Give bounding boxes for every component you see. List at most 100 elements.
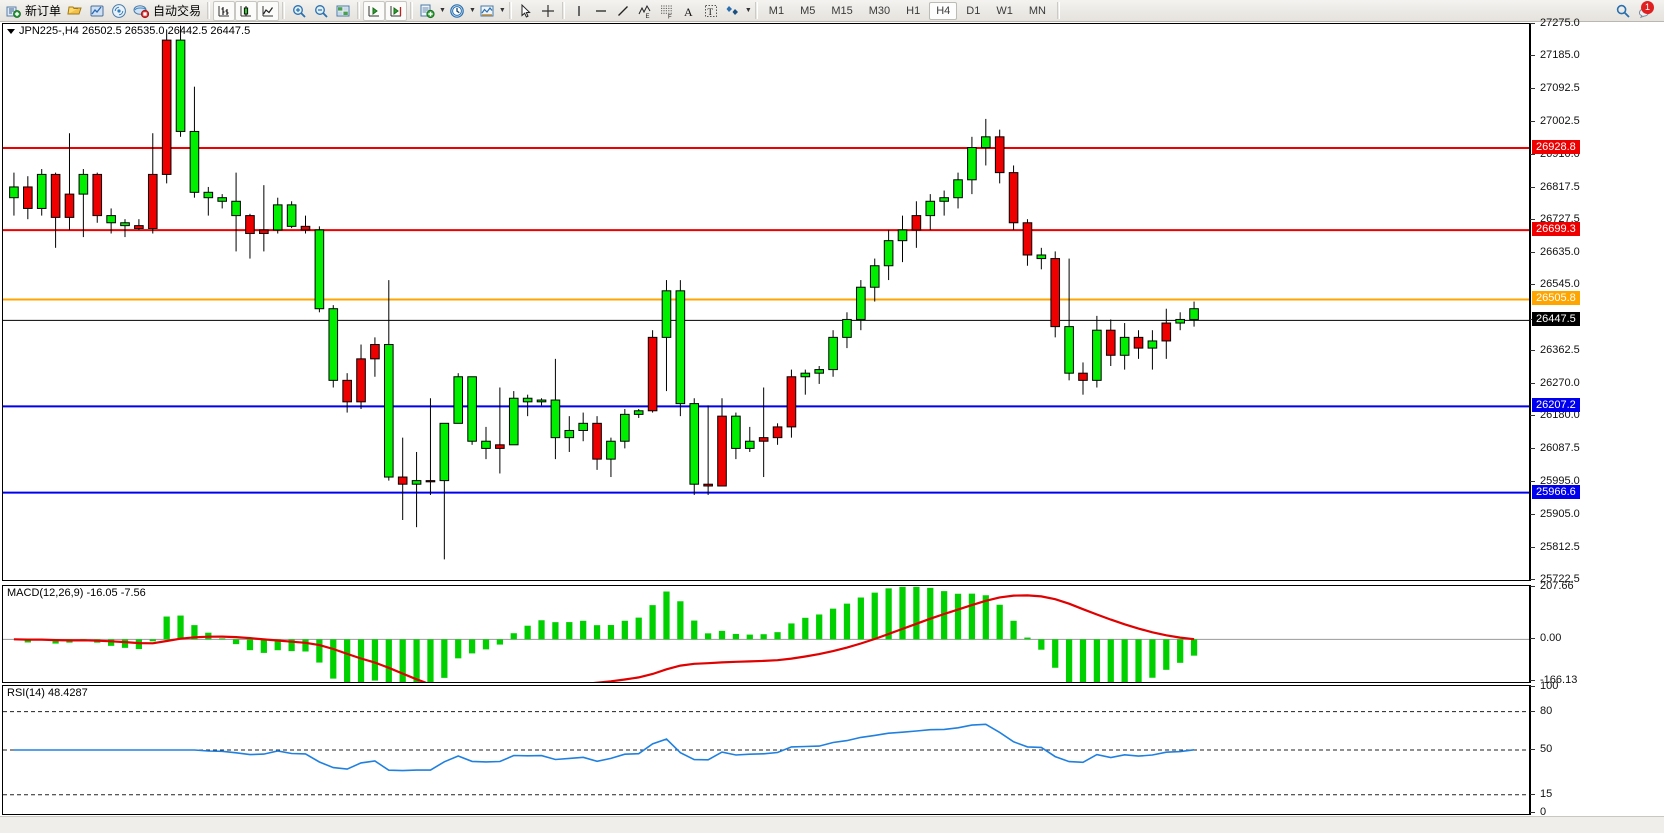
toolbar-separator [410, 2, 414, 19]
autotrading-icon[interactable] [130, 1, 152, 21]
add-indicator-icon[interactable] [416, 1, 438, 21]
price-tick: 26362.5 [1530, 344, 1580, 356]
toolbar-separator [207, 2, 211, 19]
main-toolbar: 新订单 [0, 0, 1664, 22]
price-tick: 25812.5 [1530, 541, 1580, 553]
rsi-tick: 15 [1530, 788, 1552, 800]
macd-label: MACD(12,26,9) -16.05 -7.56 [7, 587, 146, 599]
macd-scale[interactable]: 207.66 0.00 -166.13 [1530, 580, 1664, 686]
price-tick: 26270.0 [1530, 377, 1580, 389]
price-tag-support-line[interactable]: 26207.2 [1532, 398, 1580, 413]
svg-text:A: A [684, 5, 693, 19]
price-tick: 25995.0 [1530, 475, 1580, 487]
price-tag-resistance-line[interactable]: 26699.3 [1532, 222, 1580, 237]
price-scale[interactable]: 27275.027185.027092.527002.526910.026817… [1530, 17, 1664, 585]
market-watch-icon[interactable] [86, 1, 108, 21]
fibonacci-icon[interactable]: F [656, 1, 678, 21]
price-candles-canvas [3, 25, 1529, 560]
horizontal-line-icon[interactable] [590, 1, 612, 21]
auto-trading-label[interactable]: 自动交易 [153, 4, 202, 18]
macd-tick: 0.00 [1530, 632, 1561, 644]
period-icon[interactable] [446, 1, 468, 21]
cursor-icon[interactable] [515, 1, 537, 21]
line-chart-icon[interactable] [257, 0, 280, 21]
svg-text:E: E [645, 14, 649, 19]
chart-menu-caret-icon[interactable] [7, 28, 15, 34]
chart-symbol-label[interactable]: JPN225-,H4 26502.5 26535.0 26442.5 26447… [7, 25, 250, 37]
rsi-pane[interactable]: RSI(14) 48.4287 [2, 685, 1530, 815]
toolbar-separator [508, 2, 512, 19]
auto-scroll-icon[interactable] [385, 0, 408, 21]
rsi-scale[interactable]: 100 80 50 15 0 [1530, 680, 1664, 818]
svg-text:T: T [707, 7, 713, 17]
timeframe-m15[interactable]: M15 [831, 4, 853, 17]
zoom-out-icon[interactable] [310, 1, 332, 21]
status-bar [0, 816, 1664, 833]
timeframe-h4[interactable]: H4 [929, 1, 958, 20]
price-tick: 27092.5 [1530, 82, 1580, 94]
price-tag-pivot-line[interactable]: 26505.8 [1532, 291, 1580, 306]
signals-icon[interactable] [108, 1, 130, 21]
text-label-icon[interactable]: T [700, 1, 722, 21]
vertical-line-icon[interactable] [568, 1, 590, 21]
candlestick-chart-icon[interactable] [235, 0, 258, 21]
timeframe-mn[interactable]: MN [1028, 4, 1046, 17]
chart-shift-icon[interactable] [363, 0, 386, 21]
crosshair-icon[interactable] [537, 1, 559, 21]
price-tag-support-line[interactable]: 25966.6 [1532, 484, 1580, 499]
price-tick: 26727.5 [1530, 213, 1580, 225]
timeframe-w1[interactable]: W1 [996, 4, 1013, 17]
chevron-down-icon[interactable]: ▼ [439, 7, 446, 14]
folder-icon[interactable] [64, 1, 86, 21]
new-order-icon[interactable] [2, 1, 24, 21]
new-order-label[interactable]: 新订单 [25, 4, 62, 18]
search-icon[interactable] [1612, 1, 1634, 21]
chevron-down-icon[interactable]: ▼ [468, 7, 476, 14]
macd-tick: -166.13 [1530, 674, 1577, 686]
elliott-wave-icon[interactable]: E [634, 1, 656, 21]
templates-icon[interactable] [476, 1, 498, 21]
notification-count: 1 [1641, 0, 1654, 14]
price-tag-resistance-line[interactable]: 26928.8 [1532, 139, 1580, 154]
price-tag-last-price[interactable]: 26447.5 [1532, 312, 1580, 327]
rsi-tick: 100 [1530, 680, 1558, 692]
shapes-icon[interactable] [722, 1, 744, 21]
toolbar-separator [357, 2, 361, 19]
zoom-in-icon[interactable] [288, 1, 310, 21]
tile-windows-icon[interactable] [332, 1, 354, 21]
price-scale-axis [1530, 23, 1531, 581]
rsi-scale-axis [1530, 685, 1531, 815]
notification-icon[interactable]: 1 [1634, 0, 1656, 21]
price-tick: 26545.0 [1530, 278, 1580, 290]
symbol-ohlc-text: JPN225-,H4 26502.5 26535.0 26442.5 26447… [19, 25, 251, 37]
price-tick: 26635.0 [1530, 246, 1580, 258]
timeframe-d1[interactable]: D1 [966, 4, 981, 17]
timeframe-m30[interactable]: M30 [868, 4, 891, 17]
chevron-down-icon[interactable]: ▼ [498, 7, 506, 14]
chevron-down-icon[interactable]: ▼ [744, 7, 752, 14]
timeframe-m1[interactable]: M1 [768, 4, 785, 17]
price-pane[interactable]: JPN225-,H4 26502.5 26535.0 26442.5 26447… [2, 23, 1530, 581]
rsi-tick: 0 [1530, 806, 1546, 818]
text-icon[interactable]: A [678, 1, 700, 21]
price-tick: 27002.5 [1530, 115, 1580, 127]
price-tick: 27275.0 [1530, 17, 1580, 29]
price-tick: 27185.0 [1530, 49, 1580, 61]
trend-line-icon[interactable] [612, 1, 634, 21]
toolbar-separator [754, 2, 758, 19]
chart-area[interactable]: JPN225-,H4 26502.5 26535.0 26442.5 26447… [0, 22, 1664, 833]
macd-scale-axis [1530, 585, 1531, 683]
rsi-tick: 50 [1530, 743, 1552, 755]
toolbar-separator [1056, 2, 1060, 19]
toolbar-separator [561, 2, 565, 19]
price-tick: 26817.5 [1530, 181, 1580, 193]
bar-chart-icon[interactable] [213, 0, 236, 21]
toolbar-separator [282, 2, 286, 19]
timeframe-m5[interactable]: M5 [800, 4, 816, 17]
rsi-label: RSI(14) 48.4287 [7, 687, 88, 699]
price-tick: 25905.0 [1530, 508, 1580, 520]
timeframe-h1[interactable]: H1 [906, 4, 921, 17]
macd-pane[interactable]: MACD(12,26,9) -16.05 -7.56 [2, 585, 1530, 683]
svg-text:F: F [668, 14, 672, 19]
price-tick: 25722.5 [1530, 573, 1580, 585]
